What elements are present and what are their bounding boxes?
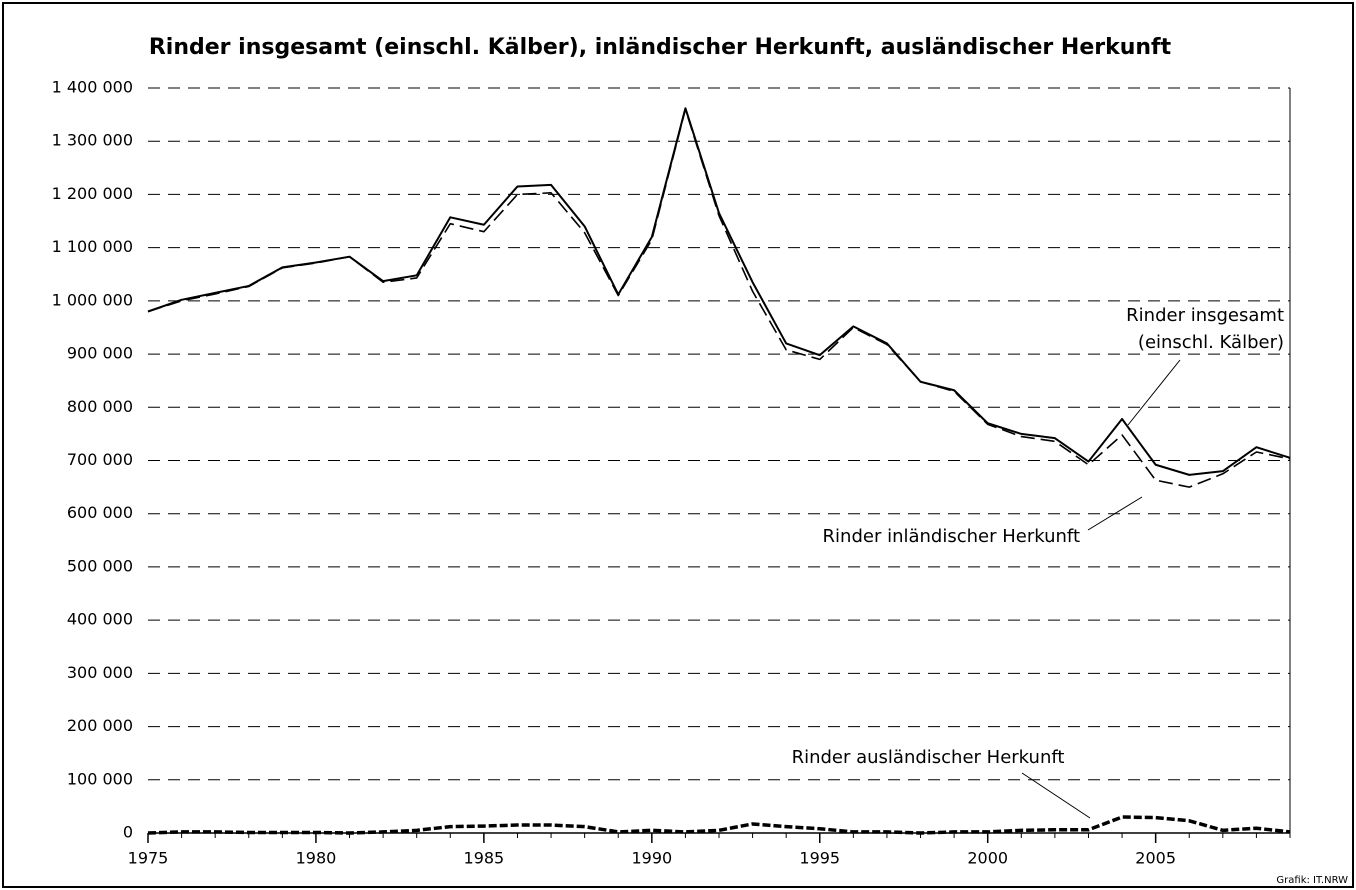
y-tick-label: 800 000 bbox=[67, 397, 133, 416]
y-tick-label: 0 bbox=[123, 823, 133, 842]
source: Grafik: IT.NRW bbox=[1276, 875, 1348, 886]
x-tick-label: 1975 bbox=[128, 849, 169, 868]
x-tick-label: 2005 bbox=[1135, 849, 1176, 868]
leader-line bbox=[1087, 496, 1143, 531]
y-tick-label: 1 100 000 bbox=[52, 237, 133, 256]
y-tick-label: 1 400 000 bbox=[52, 78, 133, 97]
y-tick-label: 1 200 000 bbox=[52, 184, 133, 203]
x-tick-label: 1985 bbox=[464, 849, 505, 868]
x-tick-label: 2000 bbox=[967, 849, 1008, 868]
y-tick-label: 200 000 bbox=[67, 716, 133, 735]
y-tick-label: 300 000 bbox=[67, 663, 133, 682]
y-tick-label: 100 000 bbox=[67, 769, 133, 788]
y-tick-label: 1 000 000 bbox=[52, 290, 133, 309]
y-tick-label: 1 300 000 bbox=[52, 131, 133, 150]
series-label: Rinder ausländischer Herkunft bbox=[792, 747, 1065, 768]
series-label: Rinder inländischer Herkunft bbox=[823, 526, 1080, 547]
y-tick-label: 400 000 bbox=[67, 610, 133, 629]
series-line bbox=[147, 108, 1291, 488]
series-line bbox=[147, 107, 1291, 476]
leader-line bbox=[1127, 359, 1181, 426]
y-tick-label: 900 000 bbox=[67, 344, 133, 363]
x-tick-label: 1995 bbox=[799, 849, 840, 868]
y-tick-label: 700 000 bbox=[67, 450, 133, 469]
x-tick-label: 1990 bbox=[631, 849, 672, 868]
y-tick-label: 600 000 bbox=[67, 503, 133, 522]
x-tick-label: 1980 bbox=[296, 849, 337, 868]
series-label: (einschl. Kälber) bbox=[1138, 332, 1284, 353]
chart-title: Rinder insgesamt (einschl. Kälber), inlä… bbox=[149, 35, 1172, 60]
series-line bbox=[147, 815, 1291, 835]
y-tick-label: 500 000 bbox=[67, 556, 133, 575]
series-label: Rinder insgesamt bbox=[1126, 305, 1284, 326]
leader-line bbox=[1021, 772, 1091, 819]
